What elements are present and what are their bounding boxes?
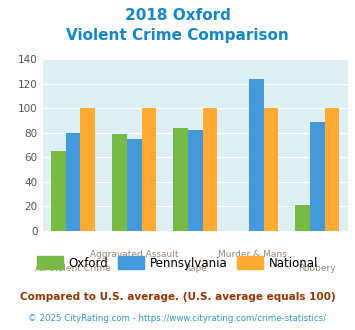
Bar	[66, 133, 81, 231]
Bar	[325, 109, 339, 231]
Bar	[249, 79, 264, 231]
Text: Compared to U.S. average. (U.S. average equals 100): Compared to U.S. average. (U.S. average …	[20, 292, 335, 302]
Text: All Violent Crime: All Violent Crime	[35, 264, 111, 273]
Bar	[264, 109, 278, 231]
Bar	[188, 130, 203, 231]
Text: 2018 Oxford: 2018 Oxford	[125, 8, 230, 23]
Bar	[127, 139, 142, 231]
Text: Murder & Mans...: Murder & Mans...	[218, 250, 295, 259]
Text: Aggravated Assault: Aggravated Assault	[90, 250, 179, 259]
Bar	[173, 128, 188, 231]
Text: © 2025 CityRating.com - https://www.cityrating.com/crime-statistics/: © 2025 CityRating.com - https://www.city…	[28, 314, 327, 323]
Bar	[112, 134, 127, 231]
Bar	[81, 109, 95, 231]
Bar	[310, 122, 325, 231]
Bar	[203, 109, 217, 231]
Text: Violent Crime Comparison: Violent Crime Comparison	[66, 28, 289, 43]
Bar	[51, 151, 66, 231]
Text: Rape: Rape	[184, 264, 207, 273]
Text: Robbery: Robbery	[299, 264, 336, 273]
Bar	[142, 109, 156, 231]
Bar	[295, 205, 310, 231]
Legend: Oxford, Pennsylvania, National: Oxford, Pennsylvania, National	[32, 252, 323, 274]
